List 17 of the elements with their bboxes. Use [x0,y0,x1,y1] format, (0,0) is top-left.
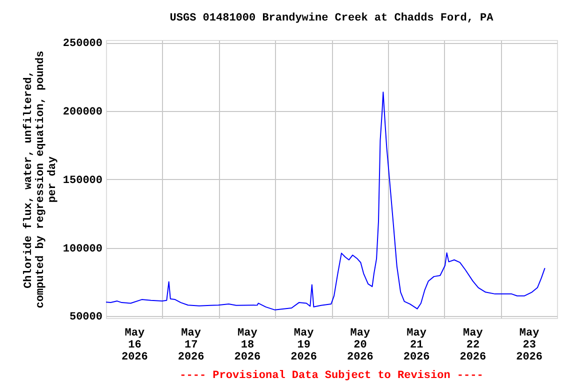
text: ---- Provisional Data Subject to Revision ---- [180,370,484,382]
x-tick-label: May 20 2026 [346,328,374,364]
y-tick-label: 50000 [69,312,102,324]
x-tick-label: May 23 2026 [516,328,543,364]
x-tick-label: May 18 2026 [234,328,261,364]
y-axis-title: Chloride flux, water, unfiltered, computed by regression equation, pounds per day [22,50,59,308]
x-tick-label: May 16 2026 [121,328,148,364]
y-tick-label: 100000 [62,243,102,256]
chart-title: USGS 01481000 Brandywine Creek at Chadds Ford, PA [170,12,494,25]
y-tick-label: 250000 [62,38,102,50]
line-series [106,92,546,310]
y-tick-label: 200000 [62,106,102,119]
x-tick-label: May 17 2026 [178,328,204,364]
x-tick-label: May 19 2026 [290,328,318,364]
x-tick-label: May 21 2026 [403,328,430,364]
y-tick-label: 150000 [62,174,102,187]
x-tick-label: May 22 2026 [460,328,486,364]
